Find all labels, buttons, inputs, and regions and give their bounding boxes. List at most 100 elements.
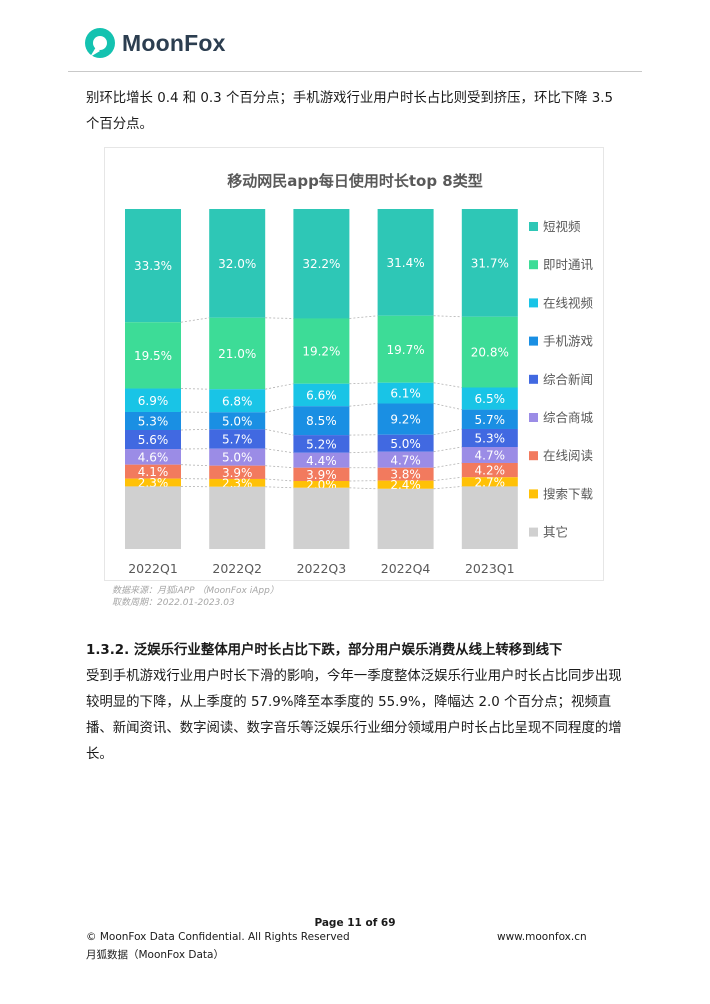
legend-label: 手机游戏 xyxy=(543,334,593,349)
data-label: 20.8% xyxy=(471,346,509,360)
data-label: 3.8% xyxy=(390,468,421,482)
legend-swatch xyxy=(529,489,538,499)
brand-name: MoonFox xyxy=(122,29,226,56)
bar-segment-2022Q2-0 xyxy=(209,209,266,318)
bar-segment-2022Q2-6 xyxy=(209,465,266,479)
data-label: 32.0% xyxy=(218,257,256,271)
data-label: 6.6% xyxy=(306,388,337,402)
legend-label: 在线阅读 xyxy=(543,448,593,463)
data-label: 5.3% xyxy=(475,431,506,445)
bar-segment-2022Q4-0 xyxy=(377,209,434,316)
legend-label: 综合新闻 xyxy=(543,372,593,387)
series-connector-line xyxy=(433,403,462,410)
series-connector-line xyxy=(180,464,210,467)
bar-segment-2022Q3-8 xyxy=(293,487,350,549)
series-connector-line xyxy=(265,478,294,482)
chart-period: 取数周期：2022.01-2023.03 xyxy=(112,598,235,608)
bar-segment-2022Q4-7 xyxy=(377,480,434,489)
series-connector-line xyxy=(265,428,294,436)
bar-segment-2022Q4-5 xyxy=(377,451,434,468)
series-connector-line xyxy=(180,428,210,431)
bar-segment-2022Q1-6 xyxy=(125,464,181,479)
chart-title: 移动网民app每日使用时长top 8类型 xyxy=(227,172,483,190)
bar-segment-2023Q1-4 xyxy=(461,428,518,447)
bar-segment-2022Q4-1 xyxy=(377,315,434,383)
data-label: 5.2% xyxy=(306,437,337,451)
data-label: 3.9% xyxy=(222,466,253,480)
data-label: 5.0% xyxy=(390,437,421,451)
bar-segment-2023Q1-7 xyxy=(461,477,518,487)
data-label: 4.1% xyxy=(138,465,169,479)
legend-label: 短视频 xyxy=(543,219,581,234)
data-label: 5.0% xyxy=(222,414,253,428)
data-label: 5.7% xyxy=(222,433,253,447)
legend-label: 其它 xyxy=(543,525,568,540)
legend-label: 综合商城 xyxy=(543,410,594,425)
series-connector-line xyxy=(349,403,378,407)
bar-segment-2022Q3-1 xyxy=(293,318,350,384)
bar-segment-2022Q2-4 xyxy=(209,429,266,449)
series-connector-line xyxy=(180,388,210,390)
copyright-notice: © MoonFox Data Confidential. All Rights … xyxy=(86,931,350,943)
bar-segment-2022Q1-0 xyxy=(125,209,181,323)
bar-segment-2022Q3-3 xyxy=(293,406,350,436)
data-label: 4.7% xyxy=(475,448,506,462)
section-heading: 1.3.2. 泛娱乐行业整体用户时长占比下跌，部分用户娱乐消费从线上转移到线下 xyxy=(86,643,563,658)
website-link[interactable]: www.moonfox.cn xyxy=(497,931,587,943)
bar-segment-2022Q1-8 xyxy=(125,486,181,549)
data-label: 8.5% xyxy=(306,414,337,428)
data-label: 32.2% xyxy=(302,257,340,271)
data-label: 4.4% xyxy=(306,454,337,468)
data-label: 33.3% xyxy=(134,259,172,273)
legend-label: 在线视频 xyxy=(543,295,594,310)
legend-swatch xyxy=(529,298,538,308)
series-connector-line xyxy=(433,476,462,482)
paragraph-intro: 别环比增长 0.4 和 0.3 个百分点；手机游戏行业用户时长占比则受到挤压，环… xyxy=(86,91,614,132)
series-connector-line xyxy=(180,317,210,323)
bar-segment-2023Q1-6 xyxy=(461,462,518,478)
data-label: 5.6% xyxy=(138,433,169,447)
chart-source: 数据来源：月狐iAPP （MoonFox iApp） xyxy=(112,586,279,596)
data-label: 2.7% xyxy=(475,475,506,489)
company-name: 月狐数据（MoonFox Data） xyxy=(86,949,224,961)
series-connector-line xyxy=(265,383,294,390)
legend-swatch xyxy=(529,222,538,231)
bar-segment-2023Q1-3 xyxy=(461,409,518,429)
x-axis-tick-label: 2022Q3 xyxy=(297,561,347,576)
data-label: 5.3% xyxy=(138,414,169,428)
bar-segment-2022Q1-1 xyxy=(125,322,181,389)
legend-swatch xyxy=(529,527,538,537)
data-label: 19.5% xyxy=(134,349,172,363)
bar-segment-2022Q1-3 xyxy=(125,411,181,430)
data-label: 6.9% xyxy=(138,394,169,408)
data-label: 5.7% xyxy=(475,413,506,427)
bar-segment-2022Q1-7 xyxy=(125,478,181,487)
bar-segment-2022Q3-4 xyxy=(293,435,350,453)
bar-segment-2022Q3-2 xyxy=(293,383,350,407)
bar-segment-2022Q4-4 xyxy=(377,434,434,452)
data-label: 2.4% xyxy=(390,478,421,492)
bar-segment-2022Q4-2 xyxy=(377,382,434,404)
bar-segment-2022Q3-0 xyxy=(293,209,350,319)
paragraph-body: 受到手机游戏行业用户时长下滑的影响，今年一季度整体泛娱乐行业用户时长占比同步出现… xyxy=(86,669,622,762)
data-label: 31.7% xyxy=(471,256,509,270)
chart-frame xyxy=(104,147,604,581)
bar-segment-2022Q2-8 xyxy=(209,486,266,549)
bar-segment-2022Q4-8 xyxy=(377,488,434,549)
bar-segment-2022Q2-2 xyxy=(209,389,266,413)
bar-segment-2022Q2-1 xyxy=(209,317,266,390)
series-connector-line xyxy=(433,446,462,453)
data-label: 6.5% xyxy=(475,392,506,406)
x-axis-tick-label: 2022Q4 xyxy=(381,561,431,576)
bar-segment-2022Q3-6 xyxy=(293,467,350,481)
data-label: 6.8% xyxy=(222,394,253,408)
bar-segment-2023Q1-8 xyxy=(461,486,518,549)
data-label: 19.7% xyxy=(387,343,425,357)
x-axis-tick-label: 2023Q1 xyxy=(465,561,515,576)
series-connector-line xyxy=(349,382,378,385)
legend-label: 搜索下载 xyxy=(543,486,594,501)
legend-swatch xyxy=(529,413,538,422)
data-label: 4.2% xyxy=(475,464,506,478)
series-connector-line xyxy=(433,428,462,436)
stacked-bar-chart: MoonFox33.3%19.5%6.9%5.3%5.6%4.6%4.1%2.3… xyxy=(125,209,594,576)
